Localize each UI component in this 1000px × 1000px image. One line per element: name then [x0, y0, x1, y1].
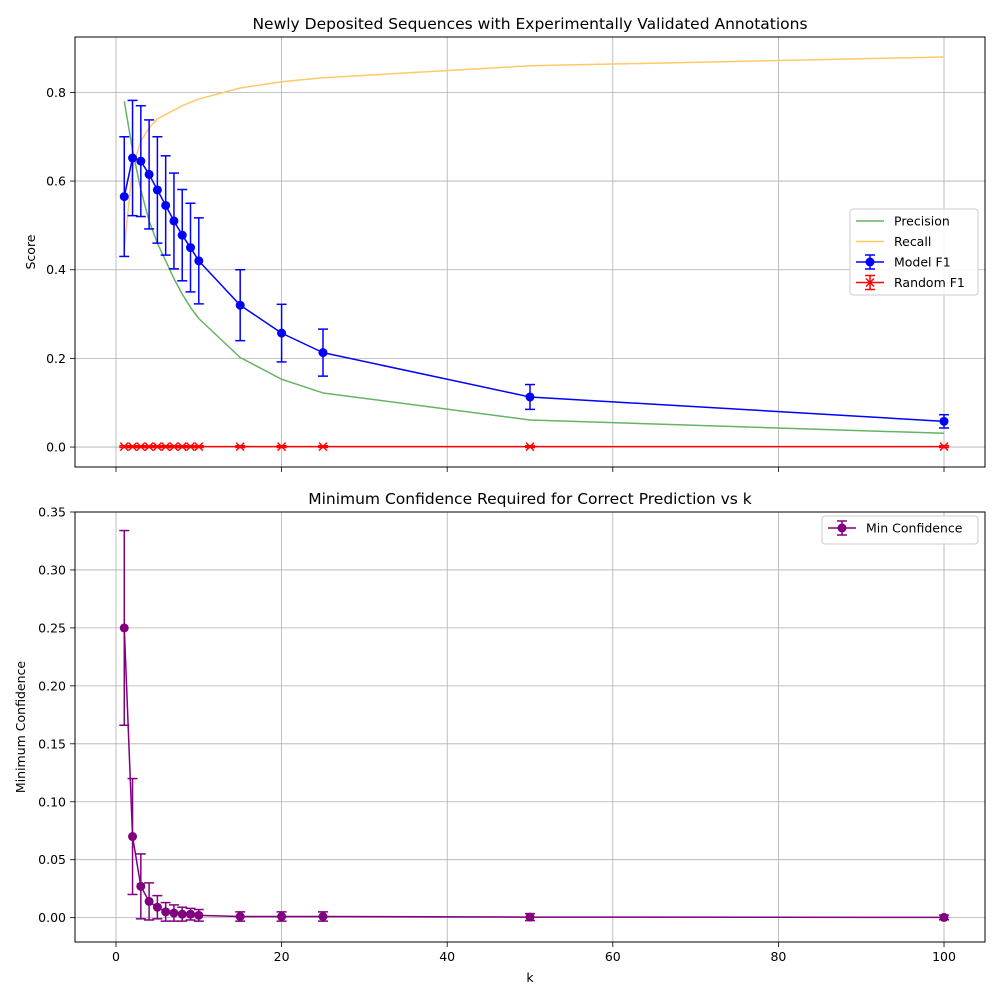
y-tick-label: 0.15 — [38, 736, 66, 751]
axes-frame — [74, 36, 986, 468]
y-tick-label: 0.30 — [38, 562, 66, 577]
y-axis-label: Minimum Confidence — [13, 661, 28, 793]
legend-box — [821, 515, 979, 545]
random-f1-point — [119, 442, 129, 452]
legend-label-precision: Precision — [894, 214, 950, 229]
model-f1-point — [161, 200, 171, 210]
random-f1-point — [128, 442, 138, 452]
confidence-panel: 0 20 40 60 80 100 0.00 0.05 0.10 0.15 0.20 0.25 0.30… — [13, 490, 986, 985]
min-confidence-point — [186, 909, 196, 919]
y-tick-label: 0.0 — [46, 440, 66, 455]
random-f1-point — [194, 442, 204, 452]
random-f1-point — [235, 442, 245, 452]
chart-title: Minimum Confidence Required for Correct … — [308, 490, 752, 508]
min-confidence-point — [136, 881, 146, 891]
legend-label-random-f1: Random F1 — [894, 275, 965, 290]
x-tick-label: 60 — [605, 949, 621, 964]
y-tick-label: 0.8 — [46, 85, 66, 100]
model-f1-point — [128, 153, 138, 163]
random-f1-point — [186, 442, 196, 452]
min-confidence-point — [161, 907, 171, 917]
random-f1-point — [136, 442, 146, 452]
random-f1-point — [525, 442, 535, 452]
x-tick-label: 20 — [274, 949, 290, 964]
random-f1-point — [161, 442, 171, 452]
y-tick-label: 0.6 — [46, 174, 66, 189]
model-f1-point — [136, 156, 146, 166]
min-confidence-point — [525, 912, 535, 922]
plot-area — [119, 56, 950, 452]
plot-area — [119, 529, 950, 922]
y-tick-label: 0.00 — [38, 910, 66, 925]
model-f1-point — [318, 348, 328, 358]
model-f1-point — [235, 300, 245, 310]
y-tick-label: 0.10 — [38, 794, 66, 809]
random-f1-point — [144, 442, 154, 452]
model-f1-point — [194, 256, 204, 266]
min-confidence-point — [277, 912, 287, 922]
y-tick-label: 0.2 — [46, 351, 66, 366]
model-f1-point — [169, 216, 179, 226]
legend: Min Confidence — [821, 515, 979, 545]
model-f1-point — [177, 230, 187, 240]
y-axis-label: Score — [23, 234, 38, 269]
y-tick-label: 0.35 — [38, 505, 66, 520]
random-f1-point — [152, 442, 162, 452]
x-tick-label: 40 — [439, 949, 455, 964]
legend-box — [849, 208, 979, 296]
min-confidence-point — [144, 896, 154, 906]
min-confidence-point — [235, 912, 245, 922]
model-f1-point — [152, 185, 162, 195]
legend-marker-random-f1 — [865, 278, 875, 287]
min-confidence-point — [128, 832, 138, 842]
min-confidence-point — [194, 910, 204, 920]
model-f1-point — [939, 416, 949, 426]
min-confidence-point — [152, 902, 162, 912]
score-panel: 0.0 0.2 0.4 0.6 0.8 Newly Deposited Sequences… — [23, 15, 986, 472]
y-tick-label: 0.25 — [38, 620, 66, 635]
model-f1-point — [119, 192, 129, 202]
model-f1-point — [144, 169, 154, 179]
min-confidence-point — [939, 912, 949, 922]
random-f1-point — [318, 442, 328, 452]
y-tick-label: 0.20 — [38, 678, 66, 693]
model-f1-point — [277, 328, 287, 338]
x-tick-label: 100 — [932, 949, 956, 964]
recall-line — [123, 56, 945, 248]
x-tick-label: 80 — [770, 949, 786, 964]
legend-label-model-f1: Model F1 — [894, 255, 951, 270]
y-tick-label: 0.4 — [46, 262, 66, 277]
axes-frame — [74, 511, 986, 943]
random-f1-point — [277, 442, 287, 452]
legend-label-recall: Recall — [894, 234, 931, 249]
random-f1-point — [177, 442, 187, 452]
precision-line — [123, 101, 945, 435]
min-confidence-point — [169, 908, 179, 918]
legend-marker-min-confidence — [837, 523, 847, 533]
random-f1-point — [939, 442, 949, 452]
legend: Precision Recall Model F1 Random F1 — [849, 208, 979, 296]
min-confidence-point — [318, 912, 328, 922]
chart-title: Newly Deposited Sequences with Experimen… — [252, 15, 807, 33]
min-confidence-point — [119, 623, 129, 633]
x-tick-label: 0 — [112, 949, 120, 964]
x-axis-label: k — [526, 970, 534, 985]
y-tick-label: 0.05 — [38, 852, 66, 867]
min-confidence-point — [177, 909, 187, 919]
model-f1-point — [186, 243, 196, 253]
random-f1-point — [169, 442, 179, 452]
legend-marker-model-f1 — [865, 257, 875, 267]
model-f1-point — [525, 392, 535, 402]
legend-label-min-confidence: Min Confidence — [866, 521, 963, 536]
